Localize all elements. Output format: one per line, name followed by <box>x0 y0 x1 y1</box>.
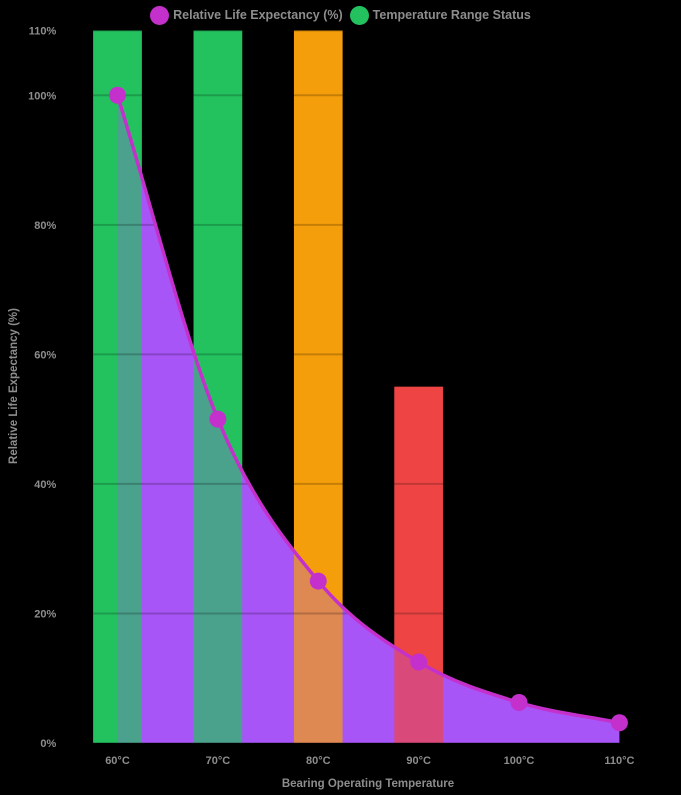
x-tick-label: 110°C <box>604 755 634 767</box>
x-tick-label: 80°C <box>306 755 331 767</box>
point-60c[interactable] <box>108 86 126 104</box>
legend-item-life-expectancy[interactable]: Relative Life Expectancy (%) <box>150 5 343 25</box>
bar-80c[interactable] <box>293 30 343 744</box>
bar-60c[interactable] <box>93 30 142 744</box>
legend-marker-temperature-status-icon <box>349 5 369 25</box>
y-tick-label: 100% <box>28 90 56 102</box>
y-tick-label: 80% <box>34 220 56 232</box>
legend-item-temperature-status[interactable]: Temperature Range Status <box>349 5 531 25</box>
bar-70c[interactable] <box>193 30 243 744</box>
x-tick-label: 60°C <box>105 755 130 767</box>
y-tick-label: 20% <box>34 608 56 620</box>
y-tick-label: 60% <box>34 349 56 361</box>
y-tick-label: 0% <box>40 738 56 750</box>
x-axis-title: Bearing Operating Temperature <box>281 778 455 790</box>
point-90c[interactable] <box>410 653 428 671</box>
bar-90c[interactable] <box>394 386 443 743</box>
legend: Relative Life Expectancy (%) Temperature… <box>0 3 681 27</box>
legend-marker-life-expectancy-icon <box>150 5 170 25</box>
point-80c[interactable] <box>309 572 327 590</box>
line-area-fill <box>117 95 620 744</box>
point-70c[interactable] <box>209 410 227 428</box>
x-tick-label: 90°C <box>406 755 431 767</box>
point-100c[interactable] <box>510 694 528 712</box>
legend-label-life-expectancy: Relative Life Expectancy (%) <box>173 8 343 22</box>
x-tick-label: 70°C <box>206 755 231 767</box>
y-tick-label: 110% <box>29 26 57 38</box>
x-tick-label: 100°C <box>504 755 535 767</box>
y-tick-label: 40% <box>34 479 56 491</box>
bars-layer <box>93 30 443 744</box>
y-axis-title: Relative Life Expectancy (%) <box>8 308 20 464</box>
legend-label-temperature-status: Temperature Range Status <box>372 8 531 22</box>
point-110c[interactable] <box>610 714 628 732</box>
